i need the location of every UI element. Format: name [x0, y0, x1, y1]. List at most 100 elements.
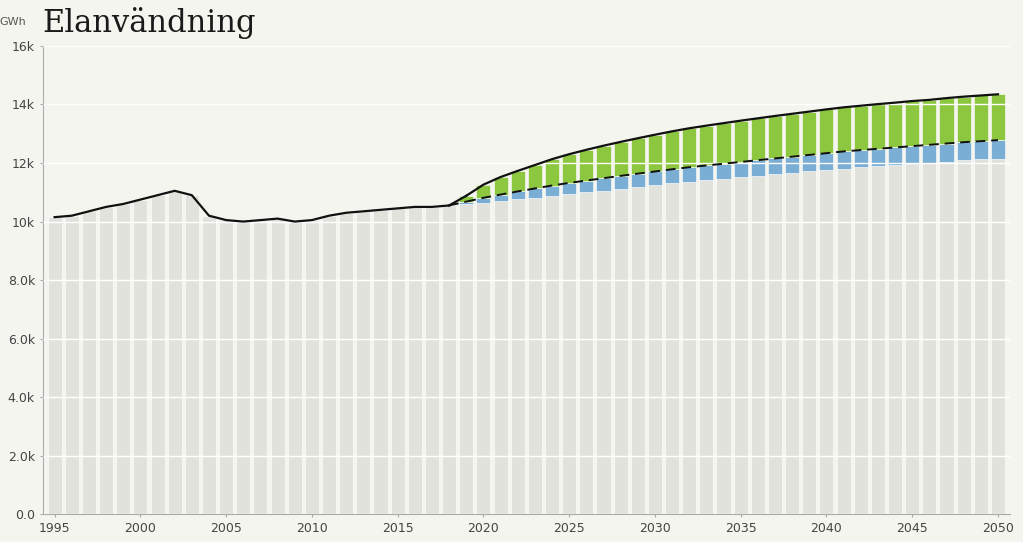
Bar: [802, 171, 816, 514]
Bar: [562, 154, 576, 183]
Bar: [168, 191, 182, 514]
Bar: [236, 222, 251, 514]
Bar: [391, 208, 405, 514]
Bar: [768, 116, 782, 158]
Bar: [974, 141, 988, 159]
Bar: [579, 180, 593, 192]
Bar: [493, 195, 507, 201]
Bar: [665, 184, 679, 514]
Bar: [510, 191, 525, 199]
Bar: [631, 187, 644, 514]
Bar: [150, 195, 165, 514]
Bar: [99, 207, 114, 514]
Bar: [871, 149, 885, 166]
Bar: [819, 170, 834, 514]
Bar: [888, 102, 902, 147]
Bar: [819, 109, 834, 153]
Bar: [682, 182, 697, 514]
Bar: [751, 176, 765, 514]
Bar: [562, 194, 576, 514]
Bar: [785, 114, 799, 157]
Bar: [939, 144, 953, 162]
Bar: [596, 146, 611, 178]
Bar: [819, 153, 834, 170]
Bar: [493, 201, 507, 514]
Bar: [648, 135, 662, 171]
Bar: [614, 176, 628, 189]
Bar: [562, 183, 576, 194]
Bar: [579, 150, 593, 180]
Bar: [545, 185, 559, 196]
Bar: [373, 210, 388, 514]
Bar: [254, 220, 267, 514]
Bar: [545, 159, 559, 185]
Bar: [425, 207, 439, 514]
Bar: [648, 171, 662, 185]
Bar: [665, 169, 679, 184]
Bar: [510, 171, 525, 191]
Bar: [459, 204, 474, 514]
Bar: [957, 142, 971, 160]
Bar: [528, 165, 542, 189]
Bar: [528, 189, 542, 197]
Bar: [133, 199, 147, 514]
Bar: [923, 163, 936, 514]
Bar: [408, 207, 421, 514]
Bar: [716, 123, 730, 164]
Bar: [991, 140, 1005, 159]
Bar: [974, 95, 988, 141]
Bar: [854, 167, 868, 514]
Bar: [340, 213, 353, 514]
Bar: [837, 151, 850, 169]
Text: Elanvändning: Elanvändning: [43, 7, 256, 39]
Bar: [459, 202, 474, 204]
Bar: [631, 138, 644, 173]
Bar: [614, 189, 628, 514]
Bar: [991, 94, 1005, 140]
Bar: [202, 216, 216, 514]
Bar: [957, 96, 971, 142]
Bar: [459, 196, 474, 202]
Bar: [991, 159, 1005, 514]
Bar: [888, 165, 902, 514]
Bar: [733, 162, 748, 177]
Bar: [700, 165, 713, 180]
Bar: [871, 104, 885, 149]
Bar: [939, 162, 953, 514]
Bar: [854, 150, 868, 167]
Bar: [528, 197, 542, 514]
Bar: [219, 220, 233, 514]
Bar: [733, 121, 748, 162]
Bar: [682, 167, 697, 182]
Bar: [905, 164, 920, 514]
Bar: [751, 118, 765, 160]
Bar: [733, 177, 748, 514]
Bar: [768, 158, 782, 175]
Bar: [905, 101, 920, 146]
Bar: [442, 205, 456, 514]
Bar: [923, 100, 936, 145]
Bar: [545, 196, 559, 514]
Bar: [322, 216, 337, 514]
Bar: [682, 128, 697, 167]
Bar: [287, 222, 302, 514]
Bar: [700, 180, 713, 514]
Bar: [356, 211, 370, 514]
Bar: [854, 106, 868, 150]
Bar: [939, 98, 953, 144]
Bar: [888, 147, 902, 165]
Bar: [974, 159, 988, 514]
Bar: [82, 211, 96, 514]
Bar: [802, 155, 816, 171]
Bar: [64, 216, 79, 514]
Bar: [493, 177, 507, 195]
Bar: [837, 169, 850, 514]
Bar: [596, 190, 611, 514]
Bar: [477, 198, 490, 203]
Bar: [700, 126, 713, 165]
Bar: [768, 175, 782, 514]
Bar: [185, 195, 198, 514]
Bar: [270, 218, 284, 514]
Bar: [785, 157, 799, 173]
Bar: [785, 173, 799, 514]
